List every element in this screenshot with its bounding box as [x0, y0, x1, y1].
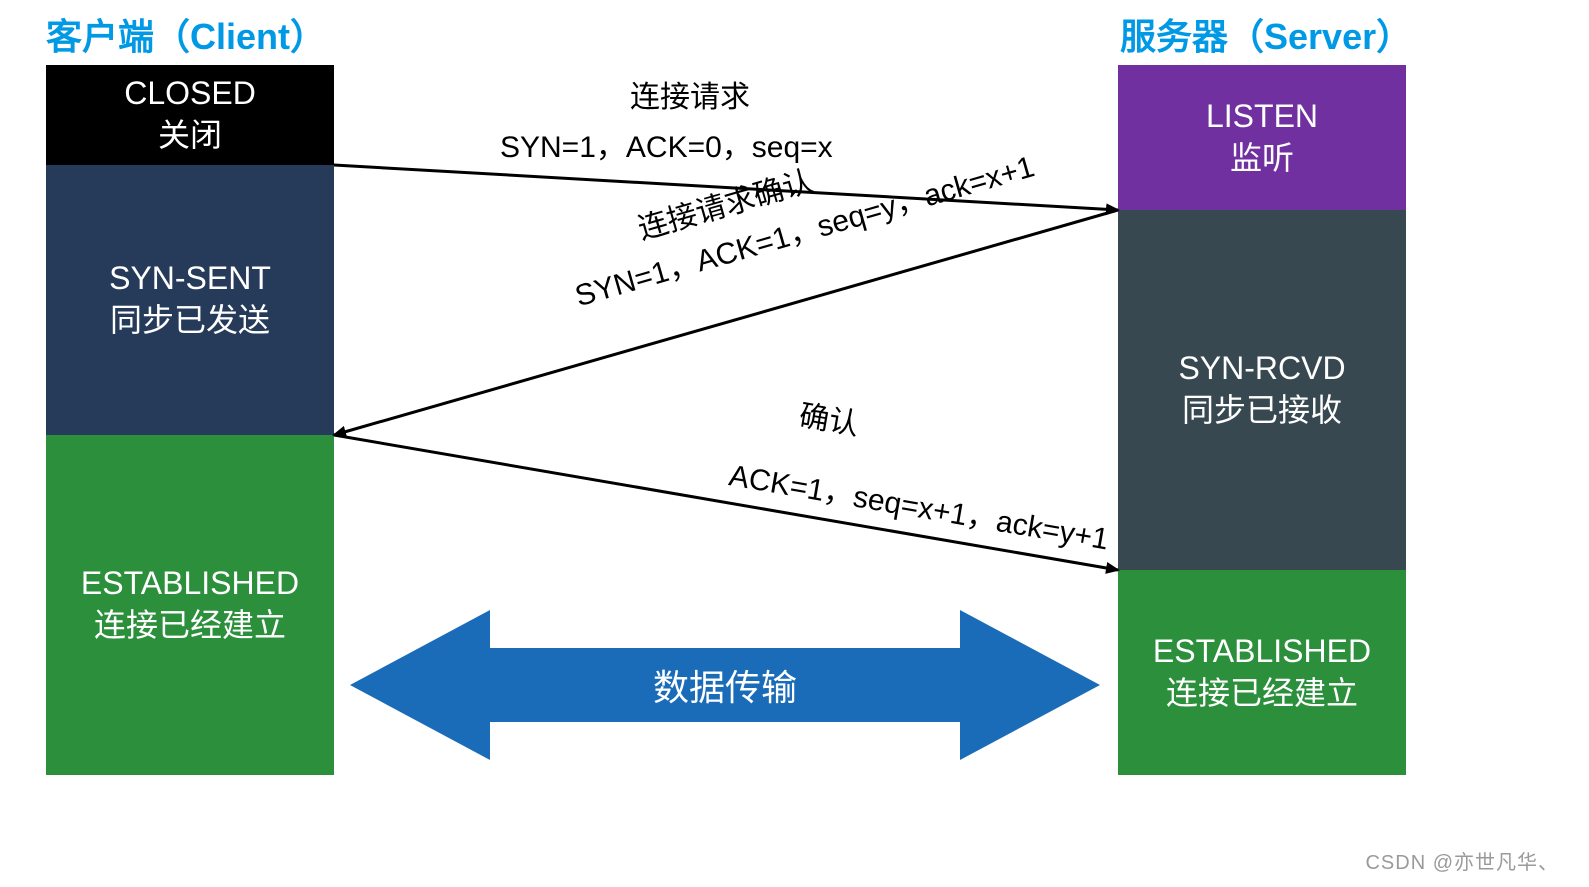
state-label: SYN-RCVD — [1178, 348, 1345, 390]
state-label: CLOSED — [124, 73, 256, 115]
watermark: CSDN @亦世凡华、 — [1365, 846, 1559, 875]
msg-ack-title: 确认 — [796, 390, 863, 443]
server-state-established: ESTABLISHED 连接已经建立 — [1118, 570, 1406, 775]
msg-syn-title: 连接请求 — [630, 72, 750, 116]
state-label: LISTEN — [1206, 96, 1318, 138]
msg-syn-detail: SYN=1，ACK=0，seq=x — [500, 122, 833, 166]
client-title: 客户端（Client） — [46, 8, 326, 60]
state-sublabel: 同步已接收 — [1182, 390, 1342, 432]
state-label: SYN-SENT — [109, 258, 271, 300]
state-label: ESTABLISHED — [81, 563, 299, 605]
transfer-text: 数据传输 — [653, 659, 797, 711]
client-state-syn-sent: SYN-SENT 同步已发送 — [46, 165, 334, 435]
state-label: ESTABLISHED — [1153, 631, 1371, 673]
server-state-listen: LISTEN 监听 — [1118, 65, 1406, 210]
state-sublabel: 连接已经建立 — [1166, 673, 1358, 715]
state-sublabel: 监听 — [1230, 138, 1294, 180]
state-sublabel: 同步已发送 — [110, 300, 270, 342]
state-sublabel: 关闭 — [158, 115, 222, 157]
msg-ack-detail: ACK=1，seq=x+1，ack=y+1 — [726, 450, 1112, 558]
client-state-established: ESTABLISHED 连接已经建立 — [46, 435, 334, 775]
client-state-closed: CLOSED 关闭 — [46, 65, 334, 165]
server-title: 服务器（Server） — [1120, 8, 1412, 60]
server-state-syn-rcvd: SYN-RCVD 同步已接收 — [1118, 210, 1406, 570]
data-transfer-label: 数据传输 — [490, 648, 960, 722]
state-sublabel: 连接已经建立 — [94, 605, 286, 647]
